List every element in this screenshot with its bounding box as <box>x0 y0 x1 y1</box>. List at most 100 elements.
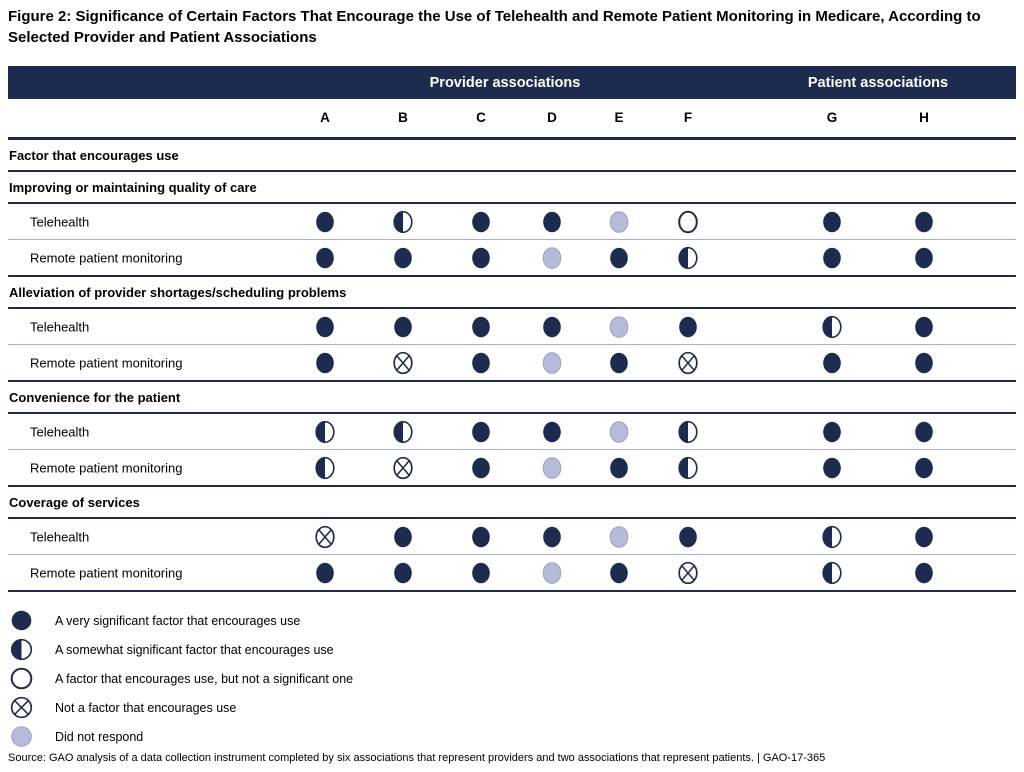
did-not-respond-icon <box>609 420 629 443</box>
cell-symbol <box>678 246 699 270</box>
cell-symbol <box>678 351 699 375</box>
table-row: Remote patient monitoring <box>8 555 1016 592</box>
legend-label: A factor that encourages use, but not a … <box>55 671 354 686</box>
column-letter-A: A <box>320 110 330 125</box>
cell-symbol <box>609 561 630 585</box>
did-not-respond-icon <box>609 315 629 338</box>
very-significant-icon <box>610 562 628 583</box>
cell-symbol <box>609 210 630 234</box>
very-significant-icon <box>823 457 841 478</box>
did-not-respond-icon <box>542 561 562 584</box>
cell-symbol <box>609 525 630 549</box>
cell-symbol <box>914 561 935 585</box>
very-significant-icon <box>915 211 933 232</box>
cell-symbol <box>393 456 414 480</box>
column-letter-B: B <box>398 110 408 125</box>
row-label: Remote patient monitoring <box>30 355 183 370</box>
legend-item: A somewhat significant factor that encou… <box>8 635 353 664</box>
row-label: Remote patient monitoring <box>30 460 183 475</box>
very-significant-icon <box>543 316 561 337</box>
row-label: Remote patient monitoring <box>30 565 183 580</box>
very-significant-icon <box>679 526 697 547</box>
dot-matrix-table: Provider associations Patient associatio… <box>8 66 1016 592</box>
very-significant-icon <box>823 421 841 442</box>
cell-symbol <box>471 561 492 585</box>
legend-symbol <box>10 725 33 748</box>
did-not-respond-icon <box>609 525 629 548</box>
very-significant-icon <box>543 526 561 547</box>
did-not-respond-icon <box>11 726 32 747</box>
very-significant-icon <box>823 247 841 268</box>
very-significant-icon <box>472 421 490 442</box>
cell-symbol <box>609 456 630 480</box>
legend-label: Not a factor that encourages use <box>55 700 237 715</box>
very-significant-icon <box>316 562 334 583</box>
very-significant-icon <box>316 211 334 232</box>
column-letter-G: G <box>826 110 838 125</box>
cell-symbol <box>609 351 630 375</box>
cell-symbol <box>315 525 336 549</box>
legend-item: Not a factor that encourages use <box>8 693 353 722</box>
cell-symbol <box>822 561 843 585</box>
did-not-respond-icon <box>542 246 562 269</box>
cell-symbol <box>914 315 935 339</box>
somewhat-significant-icon <box>393 210 413 233</box>
very-significant-icon <box>394 562 412 583</box>
cell-symbol <box>393 351 414 375</box>
legend-symbol <box>10 638 33 661</box>
source-note: Source: GAO analysis of a data collectio… <box>8 752 826 764</box>
section-header-label: Alleviation of provider shortages/schedu… <box>9 284 347 300</box>
very-significant-icon <box>543 211 561 232</box>
cell-symbol <box>914 210 935 234</box>
row-label: Telehealth <box>30 214 90 229</box>
cell-symbol <box>542 525 563 549</box>
table-row: Telehealth <box>8 204 1016 240</box>
legend-symbol <box>10 696 33 719</box>
cell-symbol <box>393 315 414 339</box>
somewhat-significant-icon <box>393 420 413 443</box>
cell-symbol <box>822 420 843 444</box>
very-significant-icon <box>472 526 490 547</box>
very-significant-icon <box>472 352 490 373</box>
legend-symbol <box>10 667 33 690</box>
cell-symbol <box>678 561 699 585</box>
somewhat-significant-icon <box>10 638 33 661</box>
did-not-respond-icon <box>542 351 562 374</box>
cell-symbol <box>609 246 630 270</box>
cell-symbol <box>315 561 336 585</box>
legend-item: A very significant factor that encourage… <box>8 606 353 635</box>
very-significant-icon <box>679 316 697 337</box>
table-row: Remote patient monitoring <box>8 450 1016 487</box>
row-label: Telehealth <box>30 424 90 439</box>
cell-symbol <box>822 525 843 549</box>
cell-symbol <box>542 210 563 234</box>
somewhat-significant-icon <box>678 456 698 479</box>
cell-symbol <box>471 525 492 549</box>
section-header-label: Convenience for the patient <box>9 389 181 405</box>
column-letters-row: A B C D E F G H <box>8 99 1016 140</box>
very-significant-icon <box>915 562 933 583</box>
column-letter-F: F <box>683 110 693 125</box>
cell-symbol <box>315 456 336 480</box>
cell-symbol <box>678 456 699 480</box>
very-significant-icon <box>316 247 334 268</box>
legend-label: Did not respond <box>55 729 144 744</box>
not-significant-icon <box>678 210 698 233</box>
row-label: Telehealth <box>30 529 90 544</box>
legend-label: A very significant factor that encourage… <box>55 613 301 628</box>
very-significant-icon <box>472 211 490 232</box>
legend: A very significant factor that encourage… <box>8 606 353 751</box>
cell-symbol <box>471 315 492 339</box>
not-a-factor-icon <box>678 561 698 584</box>
table-row: Remote patient monitoring <box>8 345 1016 382</box>
very-significant-icon <box>472 457 490 478</box>
cell-symbol <box>542 456 563 480</box>
row-header-label: Factor that encourages use <box>9 147 179 163</box>
somewhat-significant-icon <box>822 561 842 584</box>
cell-symbol <box>315 420 336 444</box>
very-significant-icon <box>610 457 628 478</box>
cell-symbol <box>914 420 935 444</box>
very-significant-icon <box>610 352 628 373</box>
table-row: Telehealth <box>8 414 1016 450</box>
row-label: Telehealth <box>30 319 90 334</box>
